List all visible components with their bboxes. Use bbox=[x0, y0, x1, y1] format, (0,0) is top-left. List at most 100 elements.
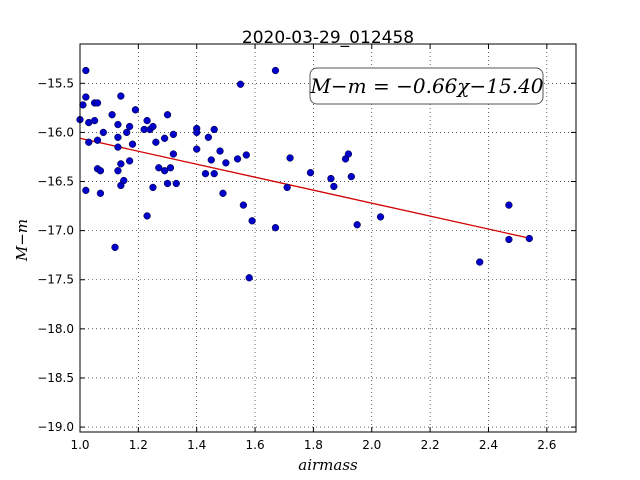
data-point bbox=[219, 189, 227, 197]
x-tick-label: 2.0 bbox=[362, 438, 381, 452]
data-point bbox=[525, 234, 533, 243]
fit-line bbox=[79, 137, 530, 239]
x-tick-label: 2.6 bbox=[537, 438, 556, 452]
y-tick-label: −18.5 bbox=[37, 371, 74, 385]
data-point bbox=[476, 258, 484, 266]
data-point bbox=[93, 136, 102, 144]
y-tick-label: −15.5 bbox=[37, 76, 74, 90]
data-point bbox=[117, 160, 125, 168]
data-point bbox=[163, 179, 172, 188]
data-point bbox=[330, 182, 338, 191]
annotation-box bbox=[309, 67, 544, 105]
data-point bbox=[114, 167, 122, 175]
data-point bbox=[236, 80, 245, 88]
x-tick-label: 1.2 bbox=[129, 438, 148, 452]
data-point bbox=[210, 170, 218, 178]
y-axis-label: M−m bbox=[13, 219, 31, 262]
y-tick-label: −16.0 bbox=[37, 125, 74, 139]
data-point bbox=[283, 183, 291, 192]
y-tick-label: −17.5 bbox=[37, 273, 74, 287]
data-point bbox=[163, 111, 172, 119]
data-point bbox=[152, 138, 160, 146]
data-point bbox=[96, 167, 105, 175]
data-point bbox=[233, 155, 242, 163]
data-point bbox=[99, 128, 107, 137]
data-point bbox=[216, 147, 224, 155]
data-point bbox=[172, 179, 180, 188]
data-point bbox=[131, 106, 140, 114]
plot-frame bbox=[79, 43, 577, 433]
data-point bbox=[210, 125, 218, 134]
data-point bbox=[149, 122, 157, 131]
x-tick-label: 1.4 bbox=[187, 438, 206, 452]
data-point bbox=[120, 176, 128, 185]
y-tick-label: −17.0 bbox=[37, 224, 74, 238]
data-point bbox=[169, 150, 178, 158]
fit-annotation: M−m = −0.66χ−15.40 bbox=[309, 67, 544, 105]
data-point bbox=[201, 170, 210, 178]
data-point bbox=[204, 133, 213, 141]
data-point bbox=[193, 128, 201, 137]
data-point bbox=[353, 221, 361, 229]
data-point bbox=[271, 66, 280, 75]
data-point bbox=[193, 145, 201, 153]
data-point bbox=[376, 213, 385, 221]
data-point bbox=[505, 235, 513, 244]
x-tick-label: 1.8 bbox=[304, 438, 323, 452]
data-point bbox=[248, 217, 256, 225]
chart-title: 2020-03-29_012458 bbox=[242, 28, 414, 48]
data-point bbox=[149, 183, 157, 192]
y-ticks: −15.5 −16.0 −16.5 −17.0 −17.5 −18.0 −18.5 −19.0 bbox=[37, 76, 576, 434]
data-point bbox=[207, 156, 215, 164]
annotation-text: M−m = −0.66χ−15.40 bbox=[309, 74, 543, 98]
data-point bbox=[128, 140, 137, 148]
data-point bbox=[117, 92, 125, 100]
data-points bbox=[76, 66, 533, 282]
data-point bbox=[169, 130, 178, 139]
data-point bbox=[85, 138, 93, 146]
data-point bbox=[90, 116, 99, 125]
data-point bbox=[306, 169, 315, 177]
fit-layer bbox=[79, 137, 530, 239]
data-point bbox=[108, 111, 116, 119]
data-point bbox=[114, 133, 122, 141]
data-point bbox=[82, 66, 90, 75]
x-axis-label: airmass bbox=[298, 456, 358, 474]
data-point bbox=[344, 150, 353, 158]
data-point bbox=[166, 164, 175, 172]
data-point bbox=[222, 159, 230, 167]
data-point bbox=[123, 128, 131, 137]
data-point bbox=[160, 134, 169, 142]
data-point bbox=[155, 164, 163, 172]
data-point bbox=[79, 101, 87, 109]
data-point bbox=[93, 99, 102, 107]
data-point bbox=[505, 201, 513, 209]
x-tick-label: 1.0 bbox=[70, 438, 89, 452]
data-point bbox=[242, 151, 250, 159]
data-point bbox=[239, 201, 248, 209]
data-point bbox=[143, 116, 151, 125]
data-point bbox=[143, 212, 151, 220]
data-point bbox=[327, 174, 335, 183]
data-point bbox=[96, 189, 105, 197]
data-point bbox=[82, 93, 90, 101]
data-point bbox=[114, 143, 122, 151]
data-point bbox=[245, 274, 253, 282]
y-tick-label: −16.5 bbox=[37, 175, 74, 189]
data-point bbox=[347, 172, 355, 181]
x-ticks: 1.0 1.2 1.4 1.6 1.8 2.0 2.2 2.4 2.6 bbox=[70, 44, 556, 452]
x-tick-label: 1.6 bbox=[246, 438, 265, 452]
y-tick-label: −19.0 bbox=[37, 420, 74, 434]
data-point bbox=[160, 167, 169, 175]
data-point bbox=[125, 157, 134, 165]
x-tick-label: 2.2 bbox=[421, 438, 440, 452]
data-point bbox=[286, 154, 294, 162]
data-point bbox=[271, 224, 280, 232]
data-point bbox=[82, 186, 90, 195]
data-point bbox=[114, 120, 122, 129]
x-tick-label: 2.4 bbox=[479, 438, 498, 452]
data-point bbox=[125, 122, 134, 131]
data-point bbox=[111, 243, 119, 251]
y-tick-label: −18.0 bbox=[37, 322, 74, 336]
